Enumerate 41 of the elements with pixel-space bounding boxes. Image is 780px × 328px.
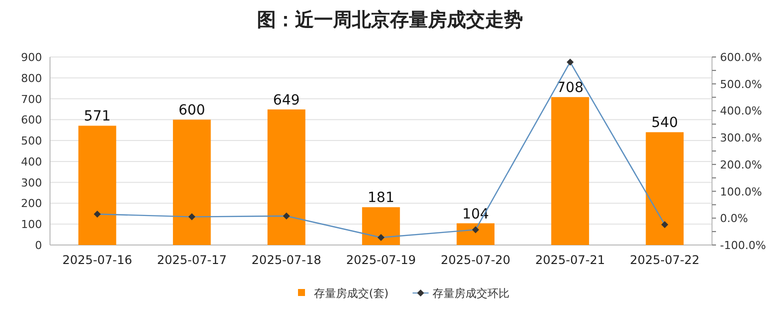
y-tick-label: 400	[21, 155, 42, 168]
y-tick-label: 500	[21, 134, 42, 148]
data-label: 708	[556, 80, 584, 96]
bar	[456, 223, 494, 245]
y-tick-label: 200	[21, 197, 42, 210]
data-label: 540	[651, 115, 678, 132]
data-label: 181	[368, 190, 394, 206]
x-tick-label: 2025-07-17	[156, 253, 227, 267]
x-tick-label: 2025-07-20	[440, 253, 510, 267]
y-tick-label: 800	[21, 72, 42, 85]
legend-label: 存量房成交环比	[432, 287, 510, 300]
y-tick-label: 900	[21, 51, 42, 64]
y2-tick-label: 600.0%	[720, 51, 762, 64]
y-tick-label: 0	[35, 239, 42, 252]
bar	[172, 120, 211, 245]
bar	[551, 97, 590, 245]
bar	[362, 207, 400, 245]
x-tick-label: 2025-07-19	[346, 253, 416, 267]
y2-tick-label: -100.0%	[720, 239, 766, 252]
bar	[646, 132, 684, 245]
data-label: 649	[273, 92, 300, 108]
chart-title: 图：近一周北京存量房成交走势	[257, 9, 523, 31]
x-tick-label: 2025-07-21	[535, 253, 606, 267]
y2-tick-label: 0.0%	[720, 212, 748, 226]
legend-label: 存量房成交(套)	[314, 287, 389, 300]
y-tick-label: 600	[21, 114, 42, 127]
y2-tick-label: 400.0%	[720, 104, 762, 118]
y2-tick-label: 200.0%	[720, 158, 762, 172]
data-label: 571	[84, 108, 111, 125]
x-tick-label: 2025-07-16	[62, 253, 132, 267]
y-tick-label: 100	[21, 218, 42, 232]
bar	[268, 109, 306, 245]
data-label: 600	[178, 102, 206, 119]
y-tick-label: 700	[21, 92, 42, 106]
x-tick-label: 2025-07-22	[630, 253, 700, 267]
y-tick-label: 300	[21, 176, 42, 190]
x-tick-label: 2025-07-18	[252, 253, 322, 267]
y2-tick-label: 100.0%	[720, 185, 762, 198]
y2-tick-label: 300.0%	[720, 132, 762, 145]
y2-tick-label: 500.0%	[720, 78, 762, 91]
bar	[78, 126, 116, 245]
